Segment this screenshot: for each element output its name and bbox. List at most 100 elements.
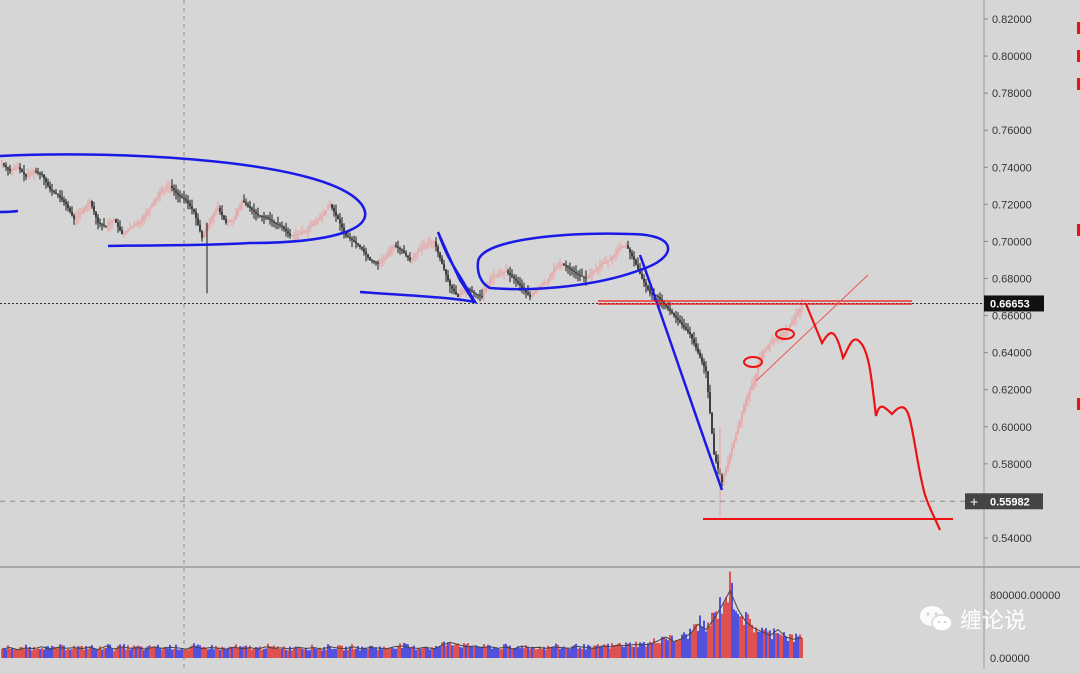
volume-bar	[709, 626, 711, 658]
red-projection-path	[804, 303, 942, 531]
candle-body	[427, 244, 429, 246]
volume-bar	[539, 646, 541, 658]
volume-bar	[241, 646, 243, 658]
volume-bar	[367, 649, 369, 658]
volume-tick-label: 0.00000	[990, 653, 1030, 665]
volume-bar	[789, 634, 791, 658]
candlestick-series[interactable]	[1, 159, 803, 518]
volume-bar	[575, 643, 577, 658]
volume-bar	[383, 646, 385, 658]
candle-body	[247, 204, 249, 207]
candle-body	[165, 187, 167, 189]
volume-bar	[141, 646, 143, 658]
candle-body	[7, 167, 9, 170]
candle-body	[793, 319, 795, 323]
candle-body	[351, 238, 353, 241]
candle-body	[61, 197, 63, 200]
volume-bar	[1, 649, 3, 658]
candle-body	[557, 266, 559, 268]
candle-body	[301, 232, 303, 234]
volume-bar	[95, 648, 97, 658]
candle-body	[599, 265, 601, 268]
volume-bar	[489, 645, 491, 658]
candle-body	[195, 211, 197, 219]
candle-body	[581, 275, 583, 277]
candle-body	[583, 276, 585, 278]
volume-bar	[441, 642, 443, 658]
volume-bar	[757, 631, 759, 658]
volume-bar	[743, 624, 745, 658]
crosshair-plus-icon[interactable]: +	[970, 493, 978, 509]
candle-body	[503, 272, 505, 274]
current-price-label[interactable]: 0.66653	[984, 295, 1044, 312]
volume-bar	[359, 650, 361, 658]
volume-bar	[91, 645, 93, 658]
volume-series[interactable]	[1, 571, 803, 658]
price-tick-label: 0.74000	[992, 162, 1032, 174]
candle-body	[505, 271, 507, 273]
candle-body	[425, 245, 427, 247]
volume-bar	[787, 641, 789, 658]
candle-body	[595, 269, 597, 272]
volume-axis[interactable]: 800000.00000 0.00000	[990, 590, 1060, 665]
candle-body	[145, 213, 147, 216]
candle-body	[723, 475, 725, 483]
volume-bar	[27, 647, 29, 658]
candle-body	[457, 294, 459, 298]
candle-body	[265, 216, 267, 218]
volume-bar	[183, 649, 185, 658]
candle-body	[15, 168, 17, 170]
volume-bar	[299, 647, 301, 658]
volume-bar	[291, 650, 293, 658]
volume-bar	[7, 645, 9, 658]
candle-body	[59, 195, 61, 198]
volume-bar	[455, 644, 457, 658]
volume-bar	[329, 645, 331, 658]
volume-bar	[631, 646, 633, 658]
candle-body	[269, 218, 271, 221]
crosshair-price-label[interactable]: + 0.55982	[965, 493, 1043, 510]
candle-body	[127, 229, 129, 232]
volume-bar	[419, 648, 421, 658]
candle-body	[313, 222, 315, 225]
candle-body	[79, 213, 81, 216]
volume-bar	[205, 647, 207, 658]
volume-bar	[523, 648, 525, 658]
volume-bar	[697, 631, 699, 658]
candle-body	[667, 306, 669, 309]
volume-bar	[63, 645, 65, 658]
candle-body	[489, 278, 491, 284]
candle-body	[399, 247, 401, 250]
volume-bar	[601, 645, 603, 658]
volume-bar	[237, 647, 239, 658]
candle-body	[587, 276, 589, 279]
price-axis[interactable]: 0.82000 0.80000 0.78000 0.76000 0.74000 0.720…	[984, 14, 1032, 545]
volume-bar	[129, 649, 131, 658]
candle-body	[45, 178, 47, 183]
candle-body	[19, 167, 21, 170]
volume-bar	[77, 646, 79, 658]
candle-body	[33, 170, 35, 173]
volume-bar	[285, 649, 287, 658]
candle-body	[553, 269, 555, 273]
volume-bar	[97, 648, 99, 658]
candle-body	[549, 275, 551, 279]
candle-body	[471, 290, 473, 292]
volume-bar	[399, 643, 401, 658]
volume-bar	[307, 650, 309, 658]
volume-bar	[781, 635, 783, 658]
volume-bar	[293, 648, 295, 658]
volume-bar	[105, 647, 107, 658]
volume-tick-label: 800000.00000	[990, 590, 1060, 602]
volume-bar	[435, 645, 437, 658]
candle-body	[493, 276, 495, 278]
candle-body	[211, 216, 213, 220]
volume-bar	[267, 643, 269, 658]
volume-bar	[529, 649, 531, 658]
volume-bar	[535, 649, 537, 658]
candle-body	[603, 262, 605, 264]
candle-body	[245, 202, 247, 205]
price-tick-label: 0.70000	[992, 236, 1032, 248]
volume-bar	[477, 646, 479, 658]
